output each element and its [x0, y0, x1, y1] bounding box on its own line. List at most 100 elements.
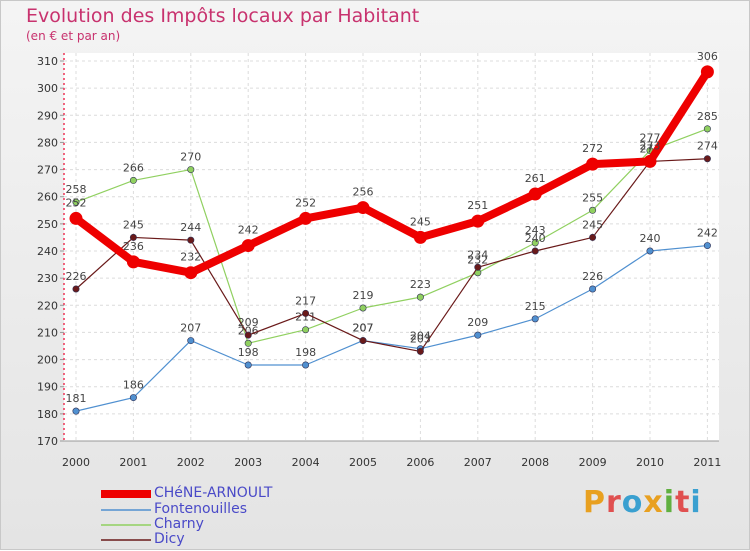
y-tick-label: 200 — [37, 354, 58, 367]
x-tick-label: 2003 — [234, 456, 262, 469]
y-tick-label: 210 — [37, 326, 58, 339]
point-dicy — [703, 155, 711, 163]
data-label-ch-ne-arnoult: 261 — [525, 172, 546, 185]
data-label-dicy: 245 — [123, 218, 144, 231]
data-label-fontenouilles: 242 — [697, 227, 718, 240]
point-ch-ne-arnoult — [700, 65, 714, 79]
data-label-fontenouilles: 226 — [582, 270, 603, 283]
point-charny — [72, 198, 80, 206]
point-fontenouilles — [187, 337, 195, 345]
series-line-charny — [75, 128, 708, 344]
data-label-dicy: 244 — [180, 221, 201, 234]
data-label-fontenouilles: 181 — [66, 392, 87, 405]
data-label-ch-ne-arnoult: 306 — [697, 50, 718, 63]
y-tick-label: 170 — [37, 435, 58, 448]
data-label-dicy: 217 — [295, 294, 316, 307]
data-label-charny: 232 — [467, 254, 488, 267]
data-label-charny: 266 — [123, 161, 144, 174]
data-label-fontenouilles: 207 — [180, 322, 201, 335]
point-charny — [531, 239, 539, 247]
y-tick-label: 250 — [37, 218, 58, 231]
point-ch-ne-arnoult — [69, 211, 83, 225]
data-label-charny: 258 — [66, 183, 87, 196]
point-dicy — [416, 347, 424, 355]
logo-letter: i — [690, 485, 702, 520]
y-tick-label: 180 — [37, 408, 58, 421]
data-label-ch-ne-arnoult: 242 — [238, 224, 259, 237]
x-tick-label: 2010 — [636, 456, 664, 469]
point-charny — [302, 326, 310, 334]
data-label-fontenouilles: 215 — [525, 300, 546, 313]
x-tick-label: 2004 — [292, 456, 320, 469]
logo-letter: i — [663, 485, 676, 520]
y-tick-label: 260 — [37, 191, 58, 204]
y-tick-label: 280 — [37, 136, 58, 149]
data-label-fontenouilles: 204 — [410, 330, 431, 343]
data-label-dicy: 207 — [353, 322, 374, 335]
point-charny — [244, 339, 252, 347]
data-label-fontenouilles: 209 — [467, 316, 488, 329]
x-tick-label: 2011 — [693, 456, 721, 469]
data-label-ch-ne-arnoult: 236 — [123, 240, 144, 253]
point-ch-ne-arnoult — [299, 211, 313, 225]
point-fontenouilles — [703, 242, 711, 250]
series-line-dicy — [75, 158, 708, 353]
plot-area — [64, 53, 719, 441]
data-label-ch-ne-arnoult: 251 — [467, 199, 488, 212]
point-dicy — [244, 331, 252, 339]
data-label-fontenouilles: 198 — [295, 346, 316, 359]
point-dicy — [359, 337, 367, 345]
series-line-ch-ne-arnoult — [73, 69, 711, 277]
point-fontenouilles — [589, 285, 597, 293]
data-label-dicy: 274 — [697, 140, 718, 153]
logo-letter: x — [643, 485, 664, 520]
point-fontenouilles — [302, 361, 310, 369]
point-ch-ne-arnoult — [356, 201, 370, 215]
y-tick-label: 240 — [37, 245, 58, 258]
point-charny — [703, 125, 711, 133]
point-dicy — [531, 247, 539, 255]
point-fontenouilles — [474, 331, 482, 339]
point-charny — [416, 293, 424, 301]
y-tick-label: 230 — [37, 272, 58, 285]
point-dicy — [302, 309, 310, 317]
data-label-charny: 243 — [525, 224, 546, 237]
point-charny — [359, 304, 367, 312]
point-ch-ne-arnoult — [528, 187, 542, 201]
y-tick-label: 270 — [37, 164, 58, 177]
x-tick-label: 2002 — [177, 456, 205, 469]
y-tick-label: 220 — [37, 299, 58, 312]
x-tick-label: 2001 — [119, 456, 147, 469]
point-charny — [187, 166, 195, 174]
x-tick-label: 2005 — [349, 456, 377, 469]
y-tick-label: 300 — [37, 82, 58, 95]
series-line-fontenouilles — [75, 244, 708, 412]
point-ch-ne-arnoult — [184, 266, 198, 280]
data-label-dicy: 226 — [66, 270, 87, 283]
logo-letter: P — [583, 485, 606, 520]
point-ch-ne-arnoult — [586, 157, 600, 171]
point-dicy — [129, 233, 137, 241]
y-tick-label: 190 — [37, 381, 58, 394]
legend-label-dicy: Dicy — [154, 531, 185, 547]
point-dicy — [187, 236, 195, 244]
data-label-charny: 211 — [295, 311, 316, 324]
x-tick-label: 2008 — [521, 456, 549, 469]
y-tick-label: 290 — [37, 109, 58, 122]
data-label-dicy: 203 — [410, 332, 431, 345]
data-label-charny: 277 — [640, 132, 661, 145]
point-charny — [589, 206, 597, 214]
x-tick-label: 2006 — [406, 456, 434, 469]
point-charny — [129, 176, 137, 184]
data-label-ch-ne-arnoult: 272 — [582, 142, 603, 155]
data-label-ch-ne-arnoult: 232 — [180, 251, 201, 264]
data-label-ch-ne-arnoult: 245 — [410, 215, 431, 228]
point-ch-ne-arnoult — [126, 255, 140, 269]
data-label-charny: 270 — [180, 151, 201, 164]
data-label-ch-ne-arnoult: 252 — [66, 196, 87, 209]
data-label-ch-ne-arnoult: 273 — [640, 139, 661, 152]
y-tick-label: 310 — [37, 55, 58, 68]
chart-subtitle: (en € et par an) — [26, 29, 121, 43]
point-dicy — [72, 285, 80, 293]
